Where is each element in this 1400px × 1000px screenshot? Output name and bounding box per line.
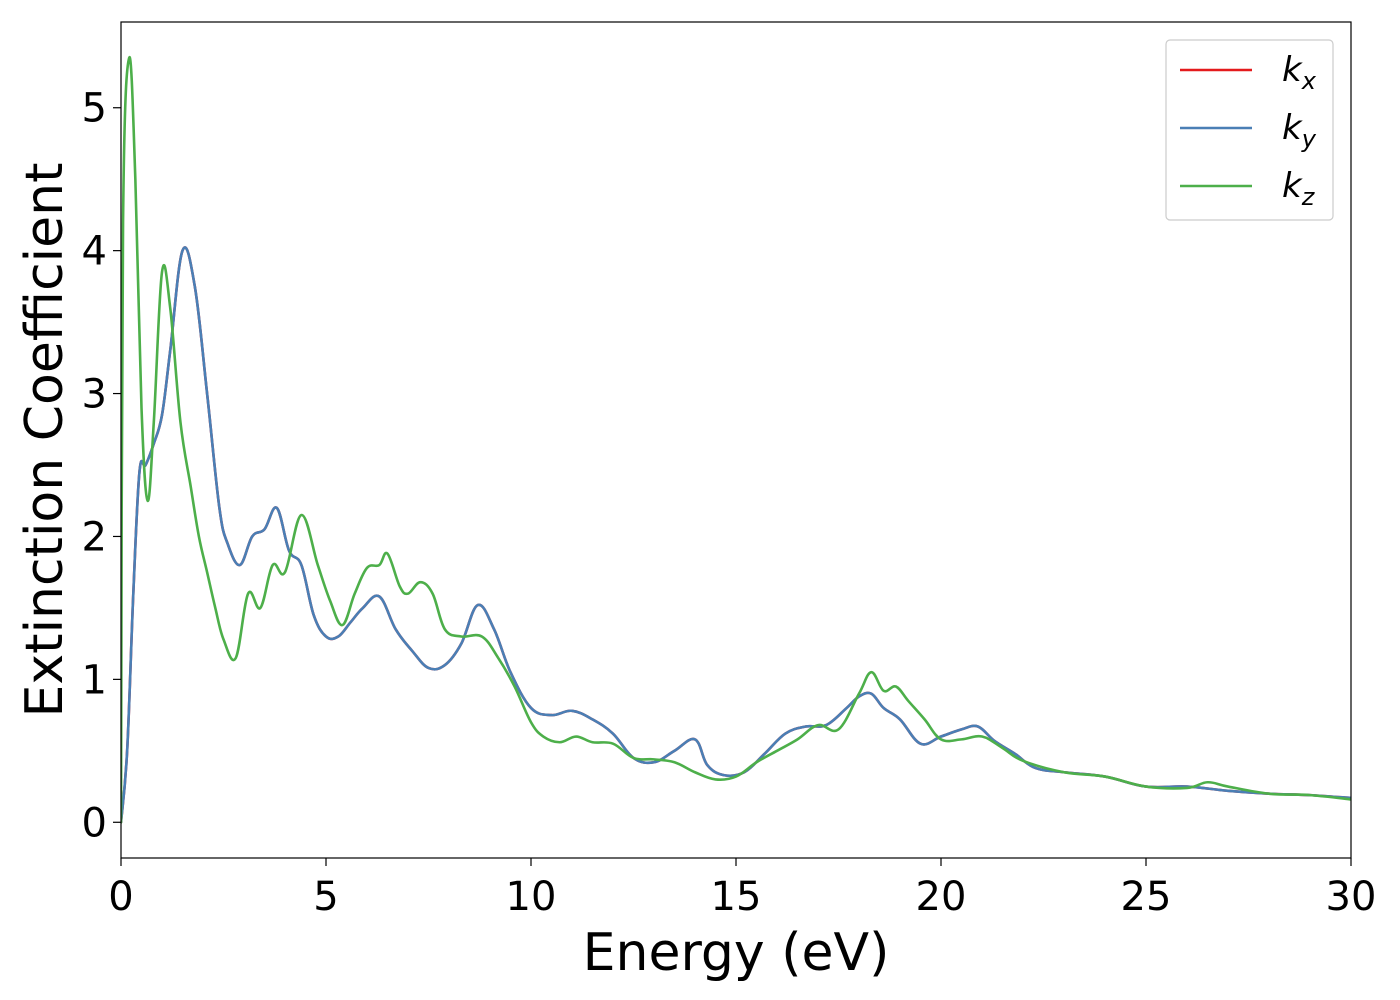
y-tick-label: 1 bbox=[82, 657, 107, 703]
legend-box bbox=[1165, 39, 1334, 221]
legend: kx ky kz bbox=[1165, 39, 1334, 221]
y-axis-ticks: 0 1 2 3 4 5 bbox=[82, 86, 121, 846]
x-tick-label: 25 bbox=[1121, 874, 1172, 920]
x-tick-label: 20 bbox=[916, 874, 967, 920]
y-tick-label: 2 bbox=[82, 514, 107, 560]
legend-label-kz: kz bbox=[1282, 166, 1316, 211]
y-tick-label: 5 bbox=[82, 86, 107, 132]
y-tick-label: 4 bbox=[82, 229, 107, 275]
y-tick-label: 3 bbox=[82, 372, 107, 418]
x-tick-label: 15 bbox=[711, 874, 762, 920]
series-line-kz bbox=[121, 55, 1351, 824]
legend-label-kx: kx bbox=[1282, 50, 1317, 95]
x-axis-label: Energy (eV) bbox=[583, 923, 890, 983]
x-axis-ticks: 0 5 10 15 20 25 30 bbox=[108, 858, 1376, 920]
y-axis-label: Extinction Coefficient bbox=[15, 163, 75, 718]
x-tick-label: 10 bbox=[506, 874, 557, 920]
plot-background bbox=[121, 22, 1351, 858]
x-tick-label: 0 bbox=[108, 874, 133, 920]
legend-label-ky: ky bbox=[1282, 108, 1317, 153]
x-tick-label: 30 bbox=[1326, 874, 1377, 920]
y-tick-label: 0 bbox=[82, 800, 107, 846]
series-line-ky bbox=[121, 246, 1351, 824]
x-tick-label: 5 bbox=[313, 874, 338, 920]
series-layer bbox=[121, 55, 1351, 824]
